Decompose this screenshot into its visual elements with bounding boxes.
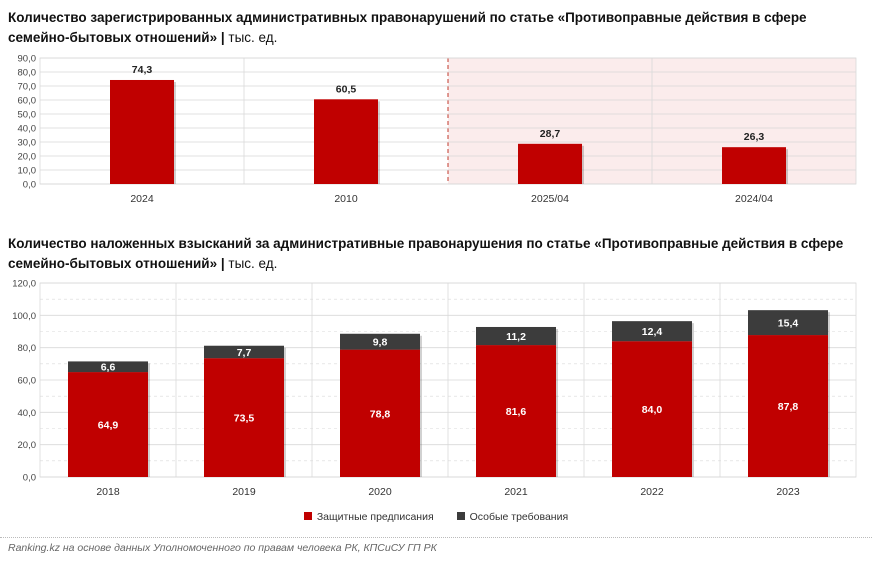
legend-swatch-special: [456, 512, 465, 520]
chart2-data-label-protective: 64,9: [98, 420, 119, 432]
chart2-bar-special: [340, 333, 420, 350]
chart1-unit: тыс. ед.: [228, 30, 278, 45]
chart2-bar-special: [612, 321, 692, 342]
chart1-category-label: 2024/04: [735, 193, 773, 205]
chart1-data-label: 60,5: [336, 83, 357, 95]
chart2-y-tick-label: 80,0: [18, 343, 37, 354]
chart1-category-label: 2025/04: [531, 193, 569, 205]
chart2-data-label-protective: 73,5: [234, 413, 255, 425]
chart1-y-tick-label: 70,0: [18, 82, 37, 93]
chart1-title-text: Количество зарегистрированных администра…: [8, 10, 807, 45]
chart1-y-tick-label: 20,0: [18, 152, 37, 163]
chart1-y-tick-label: 80,0: [18, 68, 37, 79]
chart1-bar: [722, 147, 786, 184]
chart2-y-tick-label: 20,0: [18, 440, 37, 451]
chart1-y-tick-label: 60,0: [18, 96, 37, 107]
chart2-bar-special: [204, 345, 284, 359]
chart2-y-tick-label: 0,0: [23, 473, 36, 484]
chart2-bar-protective: [748, 335, 828, 477]
source-footer: Ranking.kz на основе данных Уполномоченн…: [8, 542, 437, 554]
chart2-data-label-special: 6,6: [101, 362, 116, 374]
chart2-y-tick-label: 40,0: [18, 408, 37, 419]
chart2-bar-special: [68, 361, 148, 373]
legend-label-protective: Защитные предписания: [316, 511, 434, 523]
chart2-legend: Защитные предписания Особые требования: [0, 511, 872, 523]
chart1-title: Количество зарегистрированных администра…: [8, 10, 807, 45]
chart2-unit: тыс. ед.: [228, 256, 278, 271]
chart1-plot-border: [39, 57, 857, 185]
legend-label-special: Особые требования: [469, 511, 569, 523]
chart2-plot-border: [39, 282, 857, 478]
chart1-y-tick-label: 40,0: [18, 124, 37, 135]
chart2-title: Количество наложенных взысканий за админ…: [8, 236, 844, 271]
chart1-bar: [518, 143, 582, 184]
chart2-data-label-protective: 84,0: [642, 404, 663, 416]
chart2-bar-protective: [68, 372, 148, 477]
chart2-category-label: 2022: [640, 486, 664, 498]
chart1-data-label: 26,3: [744, 131, 765, 143]
chart2-data-label-special: 12,4: [642, 326, 663, 338]
chart2-data-label-special: 7,7: [237, 347, 252, 359]
chart1-y-tick-label: 10,0: [18, 166, 37, 177]
chart1-y-tick-label: 30,0: [18, 138, 37, 149]
chart2-category-label: 2019: [232, 486, 256, 498]
chart2-data-label-special: 11,2: [506, 331, 526, 343]
chart2-bar-protective: [204, 358, 284, 477]
chart2-data-label-protective: 78,8: [370, 408, 391, 420]
chart1-category-label: 2024: [130, 193, 154, 205]
chart1-y-tick-label: 50,0: [18, 110, 37, 121]
chart1-category-label: 2010: [334, 193, 358, 205]
chart2-category-label: 2020: [368, 486, 392, 498]
chart2-y-tick-label: 120,0: [12, 279, 36, 290]
chart2-title-text: Количество наложенных взысканий за админ…: [8, 236, 844, 271]
chart2-data-label-protective: 81,6: [506, 406, 527, 418]
legend-item-protective: Защитные предписания: [303, 511, 434, 523]
chart2-category-label: 2018: [96, 486, 120, 498]
chart2-y-tick-label: 100,0: [12, 311, 36, 322]
chart2-data-label-special: 9,8: [373, 337, 388, 349]
chart2-bar-protective: [340, 349, 420, 477]
chart1-bar: [110, 79, 174, 184]
chart1-y-tick-label: 0,0: [23, 180, 36, 191]
chart1-bar: [314, 99, 378, 184]
legend-swatch-protective: [303, 512, 312, 520]
chart1-y-tick-label: 90,0: [18, 54, 37, 65]
chart2-bar-protective: [612, 341, 692, 477]
chart2-y-tick-label: 60,0: [18, 376, 37, 387]
chart2-category-label: 2023: [776, 486, 800, 498]
chart2-bar-special: [476, 326, 556, 346]
chart1-data-label: 28,7: [540, 128, 561, 140]
chart2-data-label-special: 15,4: [778, 318, 799, 330]
chart2-category-label: 2021: [504, 486, 528, 498]
chart1-data-label: 74,3: [132, 64, 153, 76]
legend-item-special: Особые требования: [456, 511, 569, 523]
chart2-bar-special: [748, 310, 828, 336]
chart2-bar-protective: [476, 345, 556, 477]
footer-divider: [0, 537, 872, 538]
chart2-data-label-protective: 87,8: [778, 401, 799, 413]
